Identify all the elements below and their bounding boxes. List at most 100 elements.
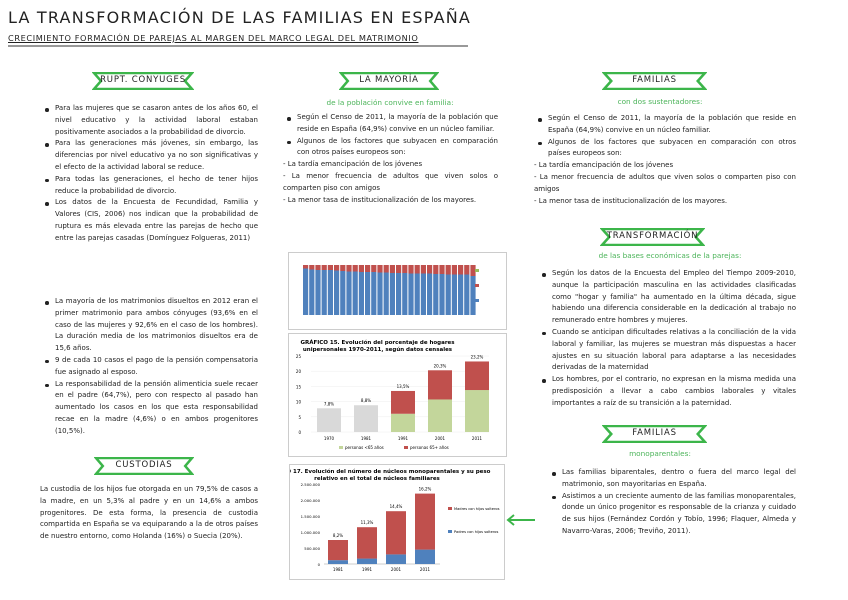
- y-tick-label: 15: [296, 384, 302, 389]
- bar-segment: [408, 273, 414, 315]
- bar-segment: [470, 276, 476, 315]
- banner-transformacion: TRANSFORMACIÓN: [600, 228, 705, 246]
- legend-label: personas <65 años: [345, 445, 384, 450]
- custodias-text: La custodia de los hijos fue otorgada en…: [40, 485, 258, 541]
- bar-segment: [464, 265, 470, 275]
- banner-label: CUSTODIAS: [115, 460, 173, 470]
- list-item: Los hombres, por el contrario, no expres…: [542, 374, 796, 409]
- y-tick-label: 1.500.000: [301, 514, 321, 519]
- bar-segment: [317, 408, 341, 432]
- bar-segment: [321, 270, 327, 315]
- list-item: Para todas las generaciones, el hecho de…: [45, 174, 258, 198]
- list-item: Los datos de la Encuesta de Fecundidad, …: [45, 197, 258, 244]
- list-item: Las familias biparentales, dentro o fuer…: [552, 467, 796, 491]
- bar-segment: [328, 540, 348, 561]
- data-label: 8,8%: [361, 398, 371, 403]
- bar-segment: [354, 405, 378, 432]
- list-item: La mayoría de los matrimonios disueltos …: [45, 296, 258, 355]
- bar-segment: [391, 413, 415, 432]
- bar-segment: [445, 265, 451, 275]
- y-tick-label: 5: [298, 415, 301, 420]
- x-tick-label: 1981: [361, 436, 372, 441]
- legend-swatch: [448, 507, 452, 510]
- monoparentales-subtitle: monoparentales:: [629, 449, 691, 458]
- bar-segment: [420, 273, 426, 315]
- bar-segment: [309, 269, 315, 315]
- legend-swatch: [475, 269, 479, 272]
- bar-segment: [458, 265, 464, 275]
- bar-segment: [439, 274, 445, 315]
- data-label: 23,2%: [471, 354, 484, 359]
- y-tick-label: 10: [296, 400, 302, 405]
- bar-segment: [377, 272, 383, 315]
- bar-segment: [470, 265, 476, 276]
- bar-segment: [309, 265, 315, 270]
- bar-segment: [340, 271, 346, 315]
- dash-item: - La menor tasa de institucionalización …: [283, 195, 477, 204]
- banner-monoparentales: FAMILIAS: [602, 425, 707, 443]
- bar-segment: [352, 265, 358, 272]
- page-subtitle: CRECIMIENTO FORMACIÓN DE PAREJAS AL MARG…: [8, 33, 419, 43]
- chart-title: GRÁFICO 15. Evolución del porcentaje de …: [300, 339, 455, 346]
- bar-segment: [346, 265, 352, 272]
- bar-segment: [303, 265, 309, 269]
- y-tick-label: 1.000.000: [301, 530, 321, 535]
- list-item: Algunos de los factores que subyacen en …: [287, 136, 498, 160]
- legend-swatch: [404, 446, 408, 449]
- bar-segment: [433, 265, 439, 274]
- list-item: Para las generaciones más jóvenes, sin e…: [45, 138, 258, 173]
- list-item: Según el Censo de 2011, la mayoría de la…: [538, 113, 796, 137]
- bar-segment: [439, 265, 445, 274]
- sustentadores-subtitle: con dos sustentadores:: [617, 97, 703, 106]
- transformacion-subtitle: de las bases económicas de la parejas:: [598, 251, 742, 260]
- chart-title: unipersonales 1970-2011, según datos cen…: [303, 346, 453, 353]
- bar-segment: [396, 265, 402, 273]
- list-item: Según el Censo de 2011, la mayoría de la…: [287, 112, 498, 136]
- bar-segment: [303, 268, 309, 315]
- x-tick-label: 2001: [435, 436, 446, 441]
- bar-segment: [420, 265, 426, 274]
- bar-segment: [365, 272, 371, 315]
- dash-item: - La menor tasa de institucionalización …: [534, 196, 728, 205]
- bar-segment: [396, 273, 402, 315]
- legend-swatch: [339, 446, 343, 449]
- chart-single-parent-families: GRÁFICO 17. Evolución del número de núcl…: [289, 464, 505, 580]
- bar-segment: [358, 265, 364, 272]
- banner-label: LA MAYORÍA: [359, 75, 419, 85]
- bar-segment: [428, 399, 452, 432]
- bar-segment: [414, 273, 420, 315]
- list-item: 9 de cada 10 casos el pago de la pensión…: [45, 355, 258, 379]
- bar-segment: [327, 270, 333, 315]
- bar-segment: [465, 390, 489, 432]
- bar-segment: [402, 273, 408, 315]
- bar-segment: [386, 511, 406, 555]
- bar-segment: [334, 265, 340, 271]
- y-tick-label: 25: [296, 354, 302, 359]
- bar-segment: [428, 370, 452, 400]
- bar-segment: [346, 271, 352, 315]
- page-title: LA TRANSFORMACIÓN DE LAS FAMILIAS EN ESP…: [8, 8, 472, 27]
- bar-segment: [386, 554, 406, 564]
- transformacion-list: Según los datos de la Encuesta del Emple…: [540, 268, 796, 410]
- y-tick-label: 0: [298, 430, 301, 435]
- data-label: 7,8%: [324, 401, 334, 406]
- ruptura-list: Para las mujeres que se casaron antes de…: [43, 103, 258, 245]
- mayoria-subtitle: de la población convive en familia:: [326, 98, 454, 107]
- banner-label: FAMILIAS: [632, 428, 677, 438]
- bar-segment: [415, 493, 435, 550]
- legend-label: Padres con hijos solteros: [454, 530, 498, 534]
- list-item: Según los datos de la Encuesta del Emple…: [542, 268, 796, 327]
- legend-label: Madres con hijos solteros: [454, 507, 500, 511]
- bar-segment: [427, 265, 433, 274]
- bar-segment: [340, 265, 346, 271]
- bar-segment: [415, 549, 435, 564]
- bar-segment: [383, 272, 389, 315]
- bar-segment: [391, 390, 415, 414]
- bar-segment: [357, 527, 377, 559]
- bar-segment: [451, 265, 457, 275]
- list-item: Algunos de los factores que subyacen en …: [538, 137, 796, 161]
- x-tick-label: 1981: [333, 567, 344, 572]
- legend-swatch: [475, 299, 479, 302]
- chart-single-person-households: GRÁFICO 15. Evolución del porcentaje de …: [288, 333, 507, 457]
- bar-segment: [315, 265, 321, 270]
